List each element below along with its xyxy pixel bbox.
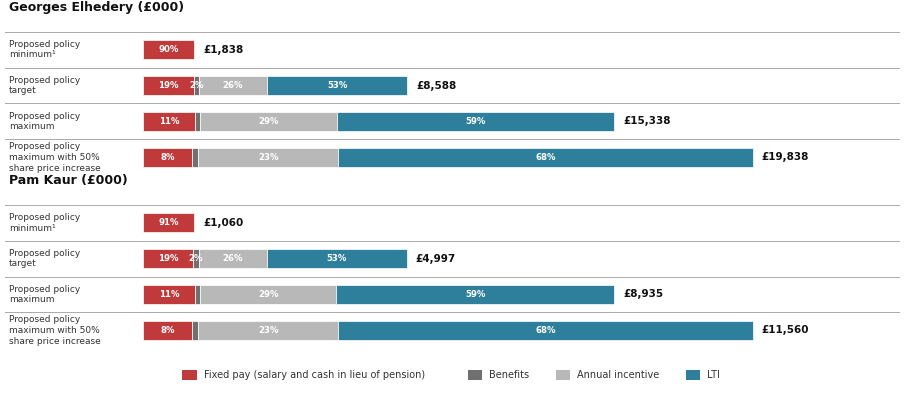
Text: 2%: 2% xyxy=(189,254,204,263)
Bar xyxy=(556,370,570,380)
Text: £8,935: £8,935 xyxy=(624,289,663,299)
Text: 19%: 19% xyxy=(158,254,178,263)
Text: Georges Elhedery (£000): Georges Elhedery (£000) xyxy=(9,1,184,14)
Text: Proposed policy
maximum with 50%
share price increase: Proposed policy maximum with 50% share p… xyxy=(9,142,100,173)
Text: £15,338: £15,338 xyxy=(624,116,671,126)
Bar xyxy=(198,148,338,167)
Text: Fixed pay (salary and cash in lieu of pension): Fixed pay (salary and cash in lieu of pe… xyxy=(204,370,424,380)
Bar xyxy=(143,76,194,95)
Bar xyxy=(195,112,200,131)
Bar xyxy=(267,76,407,95)
Bar xyxy=(194,76,199,95)
Text: 23%: 23% xyxy=(258,153,279,162)
Text: 26%: 26% xyxy=(223,81,243,90)
Text: Pam Kaur (£000): Pam Kaur (£000) xyxy=(9,174,128,187)
Text: Proposed policy
minimum¹: Proposed policy minimum¹ xyxy=(9,40,81,60)
Bar xyxy=(194,249,199,268)
Bar xyxy=(338,321,753,340)
Bar xyxy=(182,370,196,380)
Bar xyxy=(199,249,267,268)
Bar xyxy=(337,285,614,304)
Text: 11%: 11% xyxy=(159,290,179,299)
Bar xyxy=(143,148,192,167)
Text: £19,838: £19,838 xyxy=(762,152,809,162)
Text: £11,560: £11,560 xyxy=(762,326,809,335)
Text: £1,060: £1,060 xyxy=(204,218,243,227)
Text: Annual incentive: Annual incentive xyxy=(577,370,660,380)
Text: £8,588: £8,588 xyxy=(416,81,456,91)
Text: Benefits: Benefits xyxy=(490,370,529,380)
Bar xyxy=(192,321,198,340)
Text: Proposed policy
target: Proposed policy target xyxy=(9,76,81,95)
Text: 23%: 23% xyxy=(258,326,279,335)
Bar xyxy=(192,148,198,167)
Bar xyxy=(143,40,195,59)
Bar xyxy=(143,112,195,131)
Bar xyxy=(200,112,337,131)
Bar xyxy=(267,249,406,268)
Text: 29%: 29% xyxy=(258,290,279,299)
Text: Proposed policy
maximum with 50%
share price increase: Proposed policy maximum with 50% share p… xyxy=(9,315,100,346)
Text: 19%: 19% xyxy=(158,81,178,90)
Text: 8%: 8% xyxy=(160,326,175,335)
Text: 26%: 26% xyxy=(223,254,243,263)
Text: LTI: LTI xyxy=(707,370,720,380)
Text: 68%: 68% xyxy=(535,326,556,335)
Text: 53%: 53% xyxy=(327,81,348,90)
Bar xyxy=(143,285,195,304)
Bar xyxy=(143,249,194,268)
Text: 59%: 59% xyxy=(465,290,486,299)
Text: Proposed policy
maximum: Proposed policy maximum xyxy=(9,285,81,304)
Text: 8%: 8% xyxy=(160,153,175,162)
Text: 53%: 53% xyxy=(327,254,348,263)
Text: 68%: 68% xyxy=(535,153,556,162)
Text: Proposed policy
maximum: Proposed policy maximum xyxy=(9,112,81,131)
Text: 91%: 91% xyxy=(158,218,179,227)
Bar xyxy=(686,370,700,380)
Text: £1,838: £1,838 xyxy=(203,44,243,55)
Text: 2%: 2% xyxy=(189,81,204,90)
Bar xyxy=(143,321,192,340)
Bar xyxy=(468,370,482,380)
Text: Proposed policy
minimum¹: Proposed policy minimum¹ xyxy=(9,213,81,233)
Bar xyxy=(200,285,337,304)
Text: Proposed policy
target: Proposed policy target xyxy=(9,249,81,268)
Text: 29%: 29% xyxy=(258,117,279,126)
Bar xyxy=(338,148,753,167)
Text: 59%: 59% xyxy=(465,117,486,126)
Text: 11%: 11% xyxy=(159,117,179,126)
Bar xyxy=(337,112,614,131)
Text: £4,997: £4,997 xyxy=(415,254,456,264)
Bar xyxy=(198,321,338,340)
Text: 90%: 90% xyxy=(158,45,179,54)
Bar xyxy=(199,76,267,95)
Bar xyxy=(143,213,195,232)
Bar xyxy=(195,285,200,304)
